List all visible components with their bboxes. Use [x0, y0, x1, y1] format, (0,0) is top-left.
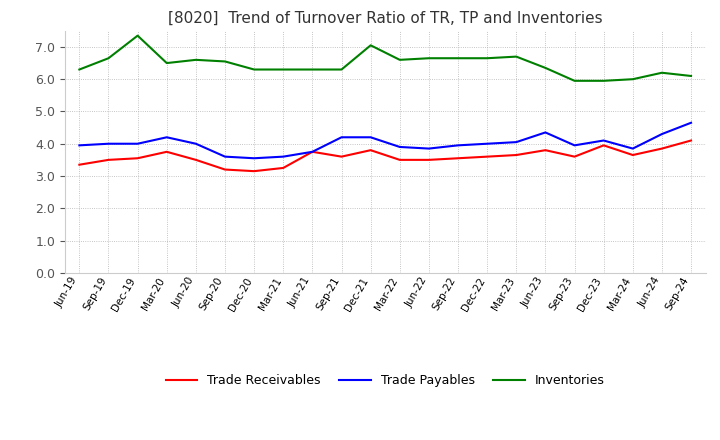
Inventories [483, 55, 492, 61]
Inventories [163, 60, 171, 66]
Inventories [599, 78, 608, 84]
Inventories [104, 55, 113, 61]
Line: Trade Receivables: Trade Receivables [79, 140, 691, 171]
Inventories [454, 55, 462, 61]
Inventories [337, 67, 346, 72]
Trade Payables [337, 135, 346, 140]
Trade Payables [687, 120, 696, 125]
Trade Payables [250, 156, 258, 161]
Trade Receivables [133, 156, 142, 161]
Trade Payables [133, 141, 142, 147]
Inventories [512, 54, 521, 59]
Inventories [629, 77, 637, 82]
Inventories [75, 67, 84, 72]
Trade Payables [395, 144, 404, 150]
Trade Payables [483, 141, 492, 147]
Trade Payables [599, 138, 608, 143]
Line: Inventories: Inventories [79, 36, 691, 81]
Trade Receivables [512, 152, 521, 158]
Trade Receivables [541, 147, 550, 153]
Trade Payables [570, 143, 579, 148]
Line: Trade Payables: Trade Payables [79, 123, 691, 158]
Trade Receivables [250, 169, 258, 174]
Title: [8020]  Trend of Turnover Ratio of TR, TP and Inventories: [8020] Trend of Turnover Ratio of TR, TP… [168, 11, 603, 26]
Inventories [570, 78, 579, 84]
Inventories [220, 59, 229, 64]
Trade Payables [366, 135, 375, 140]
Trade Payables [425, 146, 433, 151]
Trade Receivables [687, 138, 696, 143]
Inventories [279, 67, 287, 72]
Inventories [308, 67, 317, 72]
Trade Payables [454, 143, 462, 148]
Trade Receivables [163, 149, 171, 154]
Trade Payables [657, 132, 666, 137]
Trade Payables [629, 146, 637, 151]
Trade Receivables [192, 157, 200, 162]
Trade Receivables [75, 162, 84, 167]
Inventories [425, 55, 433, 61]
Trade Payables [512, 139, 521, 145]
Trade Receivables [599, 143, 608, 148]
Inventories [657, 70, 666, 75]
Trade Payables [279, 154, 287, 159]
Inventories [366, 43, 375, 48]
Trade Receivables [657, 146, 666, 151]
Trade Payables [104, 141, 113, 147]
Trade Receivables [366, 147, 375, 153]
Trade Receivables [570, 154, 579, 159]
Trade Receivables [483, 154, 492, 159]
Inventories [133, 33, 142, 38]
Legend: Trade Receivables, Trade Payables, Inventories: Trade Receivables, Trade Payables, Inven… [161, 370, 610, 392]
Trade Payables [192, 141, 200, 147]
Trade Receivables [454, 156, 462, 161]
Inventories [192, 57, 200, 62]
Trade Receivables [279, 165, 287, 171]
Trade Payables [308, 149, 317, 154]
Trade Payables [220, 154, 229, 159]
Trade Payables [75, 143, 84, 148]
Trade Receivables [104, 157, 113, 162]
Trade Receivables [308, 149, 317, 154]
Inventories [395, 57, 404, 62]
Inventories [541, 65, 550, 70]
Inventories [687, 73, 696, 79]
Trade Receivables [425, 157, 433, 162]
Trade Payables [163, 135, 171, 140]
Trade Receivables [395, 157, 404, 162]
Trade Receivables [337, 154, 346, 159]
Trade Receivables [220, 167, 229, 172]
Trade Payables [541, 130, 550, 135]
Inventories [250, 67, 258, 72]
Trade Receivables [629, 152, 637, 158]
